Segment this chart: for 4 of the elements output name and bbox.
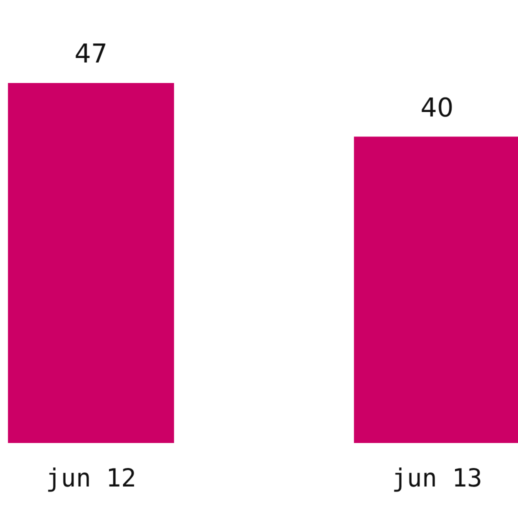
data-label: 47 (74, 40, 108, 70)
data-label: 40 (420, 93, 454, 124)
x-tick-label: jun 12 (46, 464, 136, 492)
x-tick-label: jun 13 (392, 464, 482, 492)
